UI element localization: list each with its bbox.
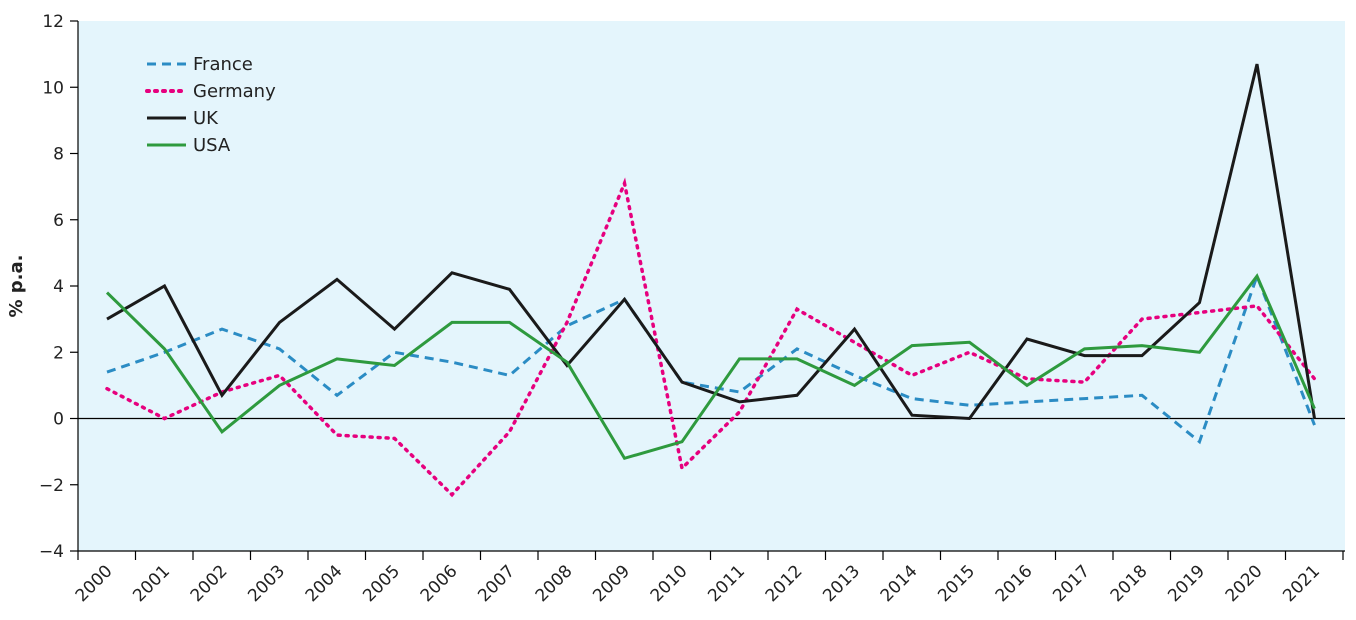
series-line-france [106, 271, 1316, 445]
y-tick-label: −4 [39, 542, 64, 562]
series-line-germany [105, 177, 1317, 498]
x-tick-label: 2019 [1164, 561, 1209, 606]
y-tick-label: 8 [53, 145, 64, 165]
x-tick-label: 2011 [704, 561, 749, 606]
series-group [105, 63, 1317, 498]
y-axis-title: % p.a. [6, 254, 27, 317]
x-tick-label: 2020 [1222, 561, 1267, 606]
x-tick-label: 2015 [934, 561, 979, 606]
legend-label-germany: Germany [193, 81, 276, 102]
y-tick-label: 4 [53, 277, 64, 297]
y-tick-label: 2 [53, 343, 64, 363]
x-ticks-group: 2000 2001 2002 2003 2004 2005 2006 2007 2008 2009… [72, 551, 1344, 606]
x-tick-label: 2004 [302, 561, 347, 606]
y-tick-label: 6 [53, 211, 64, 231]
legend-label-usa: USA [193, 135, 231, 156]
x-tick-label: 2012 [762, 561, 807, 606]
x-tick-label: 2009 [589, 561, 634, 606]
x-tick-label: 2018 [1107, 561, 1152, 606]
x-tick-label: 2003 [244, 561, 289, 606]
x-tick-label: 2005 [359, 561, 404, 606]
x-tick-label: 2008 [532, 561, 577, 606]
x-tick-label: 2000 [72, 561, 117, 606]
y-tick-label: 10 [42, 78, 64, 98]
x-tick-label: 2021 [1279, 561, 1324, 606]
x-tick-label: 2010 [647, 561, 692, 606]
legend: France Germany UK USA [145, 54, 276, 156]
y-tick-label: 0 [53, 410, 64, 430]
x-tick-label: 2017 [1049, 561, 1094, 606]
x-tick-label: 2002 [187, 561, 232, 606]
x-tick-label: 2014 [877, 561, 922, 606]
x-tick-label: 2013 [819, 561, 864, 606]
legend-label-france: France [193, 54, 253, 75]
y-ticks-group: −4 −2 0 2 4 6 8 10 12 [39, 12, 78, 562]
legend-label-uk: UK [193, 108, 219, 129]
y-tick-label: −2 [39, 476, 64, 496]
x-tick-label: 2007 [474, 561, 519, 606]
x-tick-label: 2006 [417, 561, 462, 606]
x-tick-label: 2001 [129, 561, 174, 606]
series-line-uk [106, 63, 1316, 421]
series-line-usa [105, 273, 1316, 461]
y-tick-label: 12 [42, 12, 64, 32]
plot-background [78, 21, 1345, 551]
x-tick-label: 2016 [992, 561, 1037, 606]
